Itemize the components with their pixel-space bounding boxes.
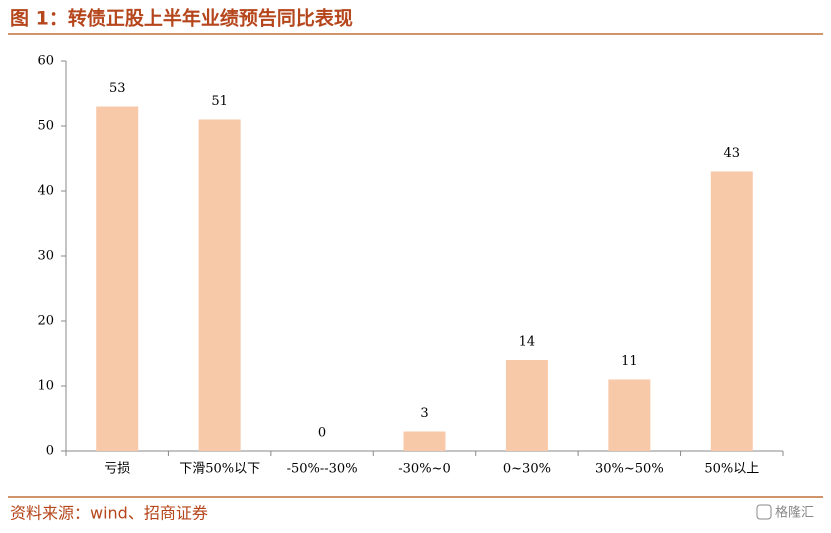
x-tick-label: 30%~50% [595, 462, 664, 477]
value-label: 0 [318, 426, 326, 441]
y-tick-label: 10 [37, 379, 54, 394]
watermark-icon [756, 504, 772, 520]
y-tick-label: 30 [37, 249, 54, 264]
y-tick-label: 50 [37, 119, 54, 134]
x-tick-label: -30%~0 [398, 462, 450, 477]
y-tick-label: 0 [46, 444, 54, 459]
value-label: 51 [211, 94, 228, 109]
source-note: 资料来源：wind、招商证券 [10, 504, 208, 523]
bar [96, 106, 139, 451]
y-tick-label: 20 [37, 314, 54, 329]
x-tick-label: 0~30% [503, 462, 551, 477]
bar [403, 431, 446, 451]
bar [505, 360, 548, 451]
bar [710, 171, 753, 451]
value-label: 53 [109, 81, 126, 96]
y-tick-label: 60 [37, 54, 54, 69]
value-label: 43 [724, 146, 741, 161]
value-label: 14 [519, 335, 536, 350]
x-tick-label: 50%以上 [704, 462, 759, 477]
watermark: 格隆汇 [775, 505, 814, 521]
bar [608, 379, 651, 451]
x-tick-label: 亏损 [104, 462, 130, 477]
y-tick-label: 40 [37, 184, 54, 199]
value-label: 11 [621, 354, 638, 369]
x-tick-label: 下滑50%以下 [179, 462, 260, 477]
bar [198, 119, 241, 451]
x-tick-label: -50%--30% [287, 462, 358, 477]
chart-title: 图 1：转债正股上半年业绩预告同比表现 [10, 7, 353, 30]
value-label: 3 [420, 406, 428, 421]
